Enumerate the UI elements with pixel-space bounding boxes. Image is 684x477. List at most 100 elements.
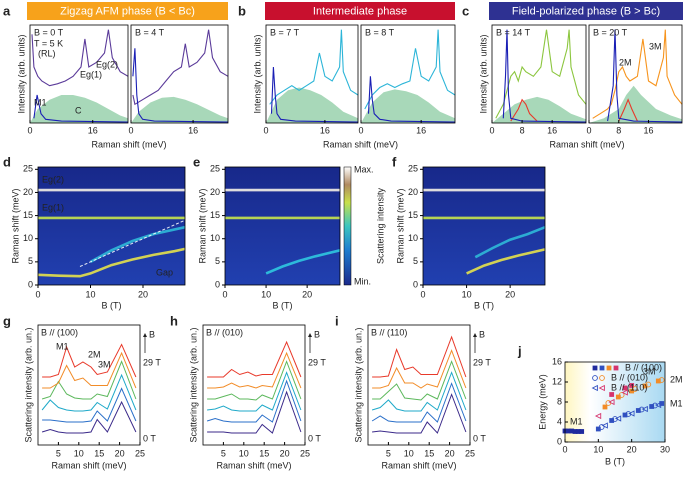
spectrum-line xyxy=(132,48,229,123)
plot-frame xyxy=(224,166,341,286)
plot-frame xyxy=(588,24,683,124)
data-point xyxy=(622,412,628,418)
x-tick-label: 10 xyxy=(85,289,95,299)
y-tick-label: 10 xyxy=(408,233,418,243)
y-axis-label: Intensity (arb. units) xyxy=(16,34,26,113)
data-point xyxy=(649,404,655,409)
annotation: 3M xyxy=(643,366,656,376)
y-axis-label: Raman shift (meV) xyxy=(10,188,20,263)
y-tick-label: 5 xyxy=(215,256,220,266)
annotation: Eg(1) xyxy=(80,69,102,79)
annotation: M1 xyxy=(56,341,69,351)
y-tick-label: 16 xyxy=(552,356,562,366)
y-tick-label: 25 xyxy=(408,164,418,174)
annotation: M1 xyxy=(570,416,583,426)
bottom-field-label: 0 T xyxy=(473,433,486,443)
legend-marker xyxy=(598,384,605,392)
spectrum-curve xyxy=(372,335,467,378)
spectrum-curve xyxy=(42,343,137,378)
annotation: 3M xyxy=(649,41,662,51)
y-tick-label: 25 xyxy=(210,164,220,174)
x-tick-label: 25 xyxy=(300,448,310,458)
x-tick-label: 0 xyxy=(35,289,40,299)
annotation: B = 0 T xyxy=(34,27,64,37)
y-axis-label: Scattering intensity xyxy=(375,187,385,264)
panel-label: a xyxy=(3,3,11,18)
spectrum-curve xyxy=(207,371,302,412)
x-tick-label: 0 xyxy=(420,289,425,299)
annotation: B // (010) xyxy=(206,327,243,337)
mode-line xyxy=(466,248,546,275)
legend-marker xyxy=(599,365,605,371)
x-tick-label: 20 xyxy=(445,448,455,458)
panel-label: f xyxy=(392,154,397,169)
annotation: M1 xyxy=(670,398,683,408)
panel-label: e xyxy=(193,154,200,169)
annotation: B = 14 T xyxy=(496,27,531,37)
y-tick-label: 25 xyxy=(23,164,33,174)
continuum-area xyxy=(131,96,228,123)
annotation: 2M xyxy=(88,349,101,359)
continuum-area xyxy=(266,87,358,123)
continuum-area xyxy=(589,85,682,123)
spectrum-curve xyxy=(207,360,302,401)
x-tick-label: 20 xyxy=(627,444,637,454)
annotation: B = 4 T xyxy=(135,27,165,37)
x-axis-label: Raman shift (meV) xyxy=(323,139,398,149)
x-tick-label: 0 xyxy=(263,125,268,135)
panel-label: j xyxy=(517,343,522,358)
plot-frame xyxy=(360,24,456,124)
x-axis-label: Raman shift (meV) xyxy=(51,460,126,470)
annotation: Eg(2) xyxy=(96,59,118,69)
spectrum-curve xyxy=(42,351,137,389)
x-tick-label: 20 xyxy=(280,448,290,458)
spectrum-curve xyxy=(41,373,137,412)
y-axis-label: Raman shift (meV) xyxy=(395,188,405,263)
x-tick-label: 16 xyxy=(547,125,557,135)
x-axis-label: B (T) xyxy=(605,456,625,466)
y-tick-label: 10 xyxy=(23,233,33,243)
data-point xyxy=(622,385,628,391)
data-point xyxy=(602,404,608,410)
x-tick-label: 15 xyxy=(424,448,434,458)
x-tick-label: 5 xyxy=(386,448,391,458)
spectrum-line xyxy=(270,66,359,123)
plot-frame xyxy=(202,324,306,446)
y-tick-label: 20 xyxy=(408,187,418,197)
annotation: (RL) xyxy=(38,48,56,58)
annotation: B // (110) xyxy=(371,327,407,337)
field-arrow-label: B xyxy=(479,329,485,339)
plot-frame xyxy=(37,166,186,286)
mode-line xyxy=(79,219,186,267)
annotation: Eg(1) xyxy=(42,202,64,212)
x-tick-label: 16 xyxy=(88,125,98,135)
spectrum-line xyxy=(364,29,456,110)
colorbar-min: Min. xyxy=(354,276,371,286)
plot-frame xyxy=(491,24,587,124)
data-point xyxy=(641,405,648,413)
spectrum-line xyxy=(510,98,538,122)
x-tick-label: 0 xyxy=(27,125,32,135)
data-point xyxy=(658,377,665,383)
legend-label: B // (010) xyxy=(611,372,648,382)
x-axis-label: Raman shift (meV) xyxy=(381,460,456,470)
x-tick-label: 0 xyxy=(128,125,133,135)
annotation: M1 xyxy=(34,97,47,107)
spectrum-line xyxy=(618,98,638,122)
data-point xyxy=(594,412,602,420)
x-tick-label: 10 xyxy=(462,289,472,299)
data-point xyxy=(645,381,652,388)
mode-line xyxy=(265,249,341,275)
mode-line xyxy=(89,225,186,264)
x-axis-label: B (T) xyxy=(273,300,293,310)
header-title: Intermediate phase xyxy=(313,5,407,17)
spectrum-curve xyxy=(207,340,302,378)
header-title: Zigzag AFM phase (B < Bc) xyxy=(60,5,195,17)
y-axis-label: Scattering intensity (arb. un.) xyxy=(188,327,198,442)
data-point xyxy=(608,398,615,406)
panel-label: c xyxy=(462,3,469,18)
y-axis-label: Intensity (arb. units) xyxy=(478,34,488,113)
panel-label: b xyxy=(238,3,246,18)
top-field-label: 29 T xyxy=(473,357,491,367)
spectrum-line xyxy=(33,94,129,123)
